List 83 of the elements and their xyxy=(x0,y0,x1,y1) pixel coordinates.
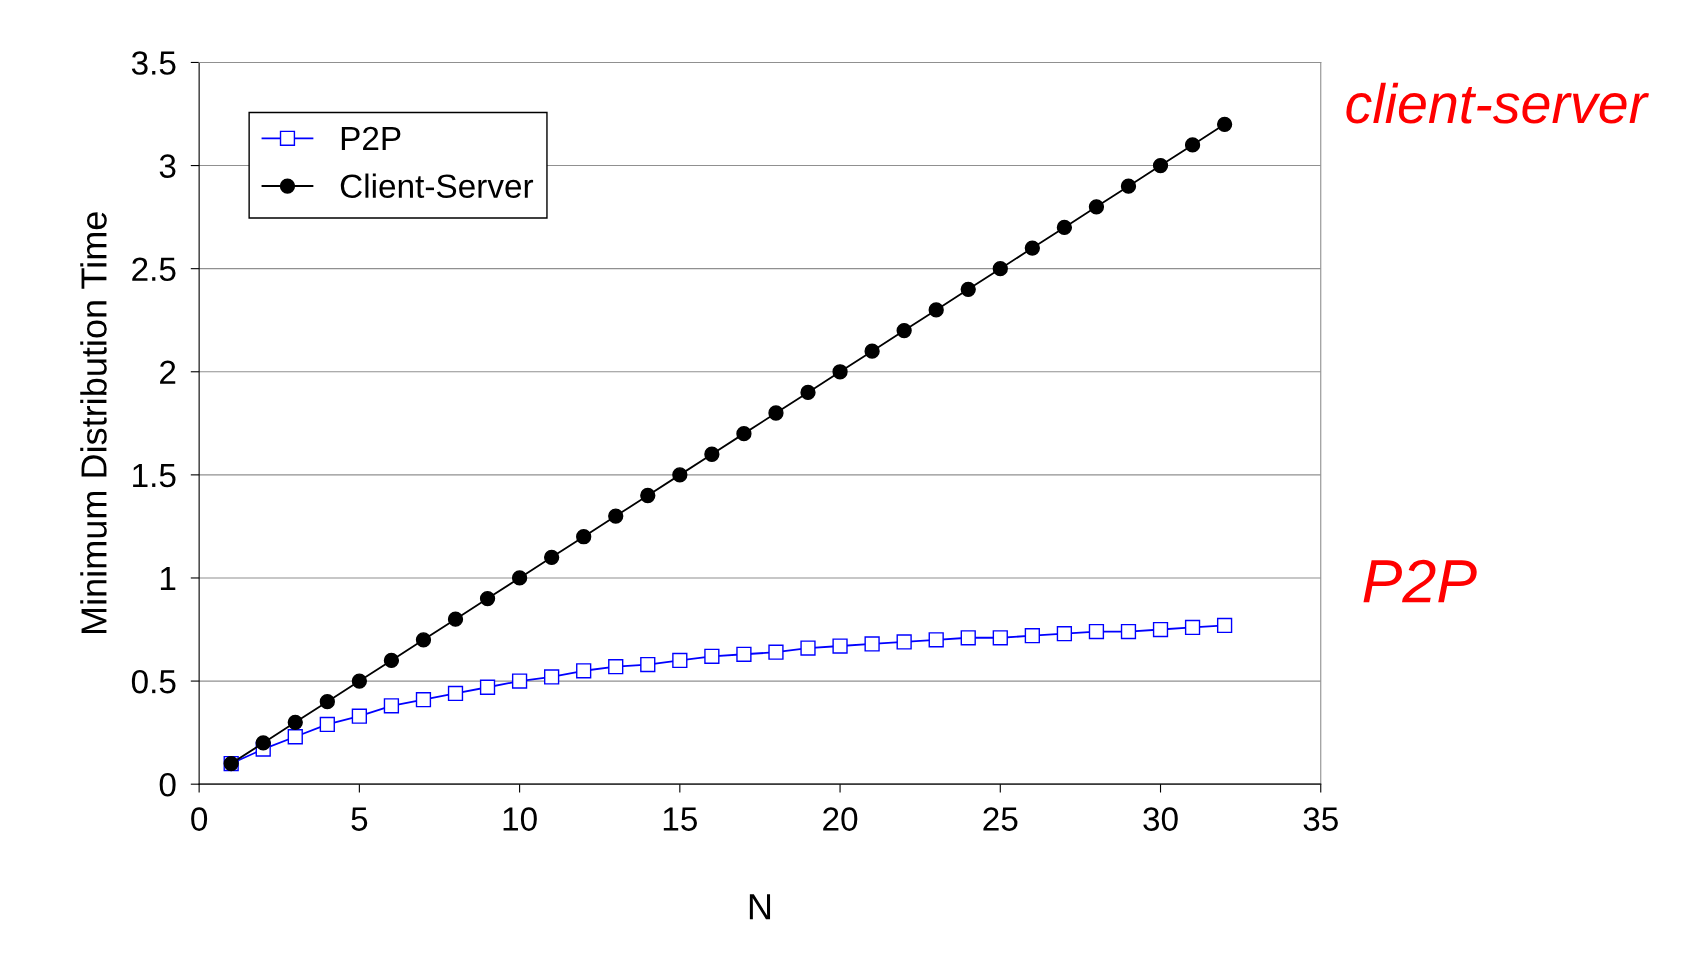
point xyxy=(832,638,848,654)
point xyxy=(992,261,1008,277)
y-tick-label: 3 xyxy=(159,154,176,178)
point xyxy=(287,714,303,730)
point xyxy=(1184,619,1201,636)
point xyxy=(736,646,752,662)
point xyxy=(832,364,848,380)
point xyxy=(960,630,976,646)
y-tick-label: 2.5 xyxy=(132,257,176,282)
point xyxy=(415,691,432,708)
point xyxy=(928,632,944,648)
x-tick-label: 25 xyxy=(983,807,1018,831)
point xyxy=(576,529,592,545)
point xyxy=(896,322,912,339)
point xyxy=(1088,199,1105,215)
point xyxy=(864,636,880,652)
text: P2P xyxy=(1363,559,1477,603)
point xyxy=(351,673,368,689)
x-axis-title: N xyxy=(749,894,771,920)
y-tick-label: 1 xyxy=(160,567,176,591)
point xyxy=(447,611,464,627)
point xyxy=(1152,157,1169,174)
x-tick-label: 15 xyxy=(663,807,697,831)
point xyxy=(704,446,720,462)
point xyxy=(608,659,624,675)
x-tick-label: 35 xyxy=(1303,807,1338,831)
point xyxy=(1024,628,1040,644)
point xyxy=(383,698,400,714)
point xyxy=(351,708,368,724)
point xyxy=(287,729,303,745)
point xyxy=(1088,623,1105,640)
point xyxy=(640,656,656,673)
point xyxy=(960,281,976,297)
x-tick-label: 5 xyxy=(351,807,368,831)
point xyxy=(736,425,752,442)
point xyxy=(608,508,624,524)
point xyxy=(896,634,912,650)
point xyxy=(768,405,784,421)
point xyxy=(800,640,816,656)
x-tick-label: 30 xyxy=(1143,807,1178,831)
point xyxy=(704,648,720,664)
point xyxy=(479,679,496,695)
point xyxy=(1216,617,1233,634)
point xyxy=(576,663,592,679)
point xyxy=(928,302,944,318)
point xyxy=(544,669,560,685)
x-tick-label: 20 xyxy=(823,807,858,831)
point xyxy=(992,630,1008,646)
point xyxy=(672,467,688,483)
point xyxy=(415,632,432,648)
y-tick-label: 1.5 xyxy=(133,464,176,488)
y-tick-label: 0.5 xyxy=(131,669,176,694)
legend-label: P2P xyxy=(341,126,401,150)
point xyxy=(768,644,784,660)
x-tick-label: 0 xyxy=(191,807,208,831)
y-axis-title: Minimum Distribution Time xyxy=(80,212,107,634)
x-tick-label: 10 xyxy=(503,807,537,831)
y-tick-label: 2 xyxy=(160,360,176,384)
point xyxy=(1120,178,1137,194)
point xyxy=(800,384,816,401)
point xyxy=(544,549,560,565)
point xyxy=(1024,240,1040,256)
point xyxy=(255,735,271,751)
legend-label: Client-Server xyxy=(340,173,534,199)
point xyxy=(1184,137,1201,153)
point xyxy=(479,590,496,607)
y-tick-label: 3.5 xyxy=(131,51,176,75)
point xyxy=(511,570,528,586)
y-tick-label: 0 xyxy=(159,772,176,797)
point xyxy=(864,343,880,359)
point xyxy=(319,716,335,733)
point xyxy=(447,685,464,702)
point xyxy=(1056,219,1073,236)
point xyxy=(640,487,656,504)
point xyxy=(1056,626,1073,642)
point xyxy=(319,694,335,710)
point xyxy=(1152,621,1169,638)
point xyxy=(383,652,400,669)
text: client-server xyxy=(1346,82,1649,124)
point xyxy=(672,652,688,669)
point xyxy=(1120,623,1137,640)
point xyxy=(1216,116,1233,132)
point xyxy=(511,673,528,689)
